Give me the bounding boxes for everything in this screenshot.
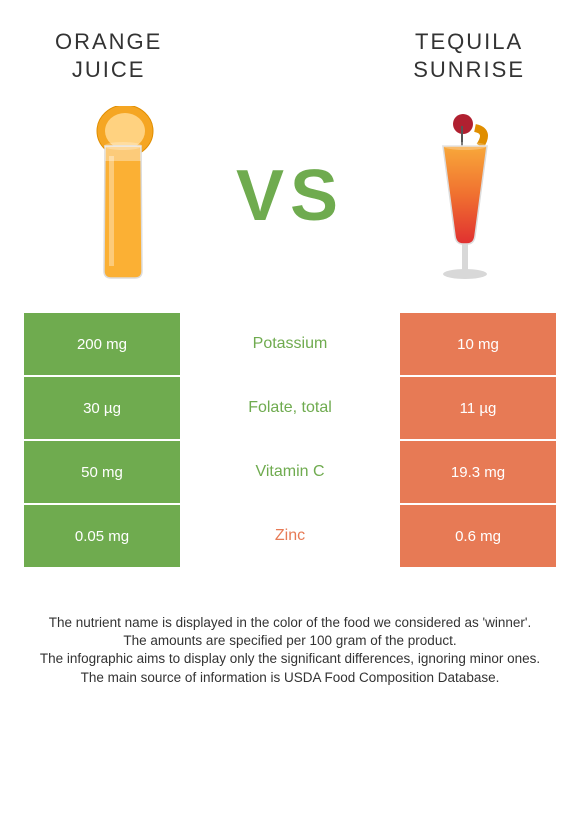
vs-label: VS <box>236 155 344 237</box>
nutrient-label: Folate, total <box>180 399 400 417</box>
tequila-sunrise-icon <box>395 106 525 286</box>
left-food-title: ORANGE JUICE <box>55 28 162 83</box>
left-value-cell: 0.05 mg <box>24 505 180 567</box>
nutrient-label: Zinc <box>180 527 400 545</box>
footnote-line: The main source of information is USDA F… <box>20 669 560 687</box>
left-value-cell: 200 mg <box>24 313 180 375</box>
footnotes: The nutrient name is displayed in the co… <box>0 569 580 687</box>
left-value-cell: 30 µg <box>24 377 180 439</box>
footnote-line: The amounts are specified per 100 gram o… <box>20 632 560 650</box>
footnote-line: The infographic aims to display only the… <box>20 650 560 668</box>
table-row: 200 mgPotassium10 mg <box>24 313 556 375</box>
nutrient-label: Potassium <box>180 335 400 353</box>
right-value-cell: 19.3 mg <box>400 441 556 503</box>
left-value-cell: 50 mg <box>24 441 180 503</box>
orange-juice-icon <box>55 106 185 286</box>
nutrient-table: 200 mgPotassium10 mg30 µgFolate, total11… <box>24 313 556 567</box>
images-row: VS <box>0 83 580 313</box>
footnote-line: The nutrient name is displayed in the co… <box>20 614 560 632</box>
nutrient-label: Vitamin C <box>180 463 400 481</box>
right-food-title: TEQUILA SUNRISE <box>413 28 525 83</box>
table-row: 0.05 mgZinc0.6 mg <box>24 505 556 567</box>
header: ORANGE JUICE TEQUILA SUNRISE <box>0 0 580 83</box>
right-value-cell: 11 µg <box>400 377 556 439</box>
table-row: 30 µgFolate, total11 µg <box>24 377 556 439</box>
right-value-cell: 0.6 mg <box>400 505 556 567</box>
right-value-cell: 10 mg <box>400 313 556 375</box>
table-row: 50 mgVitamin C19.3 mg <box>24 441 556 503</box>
